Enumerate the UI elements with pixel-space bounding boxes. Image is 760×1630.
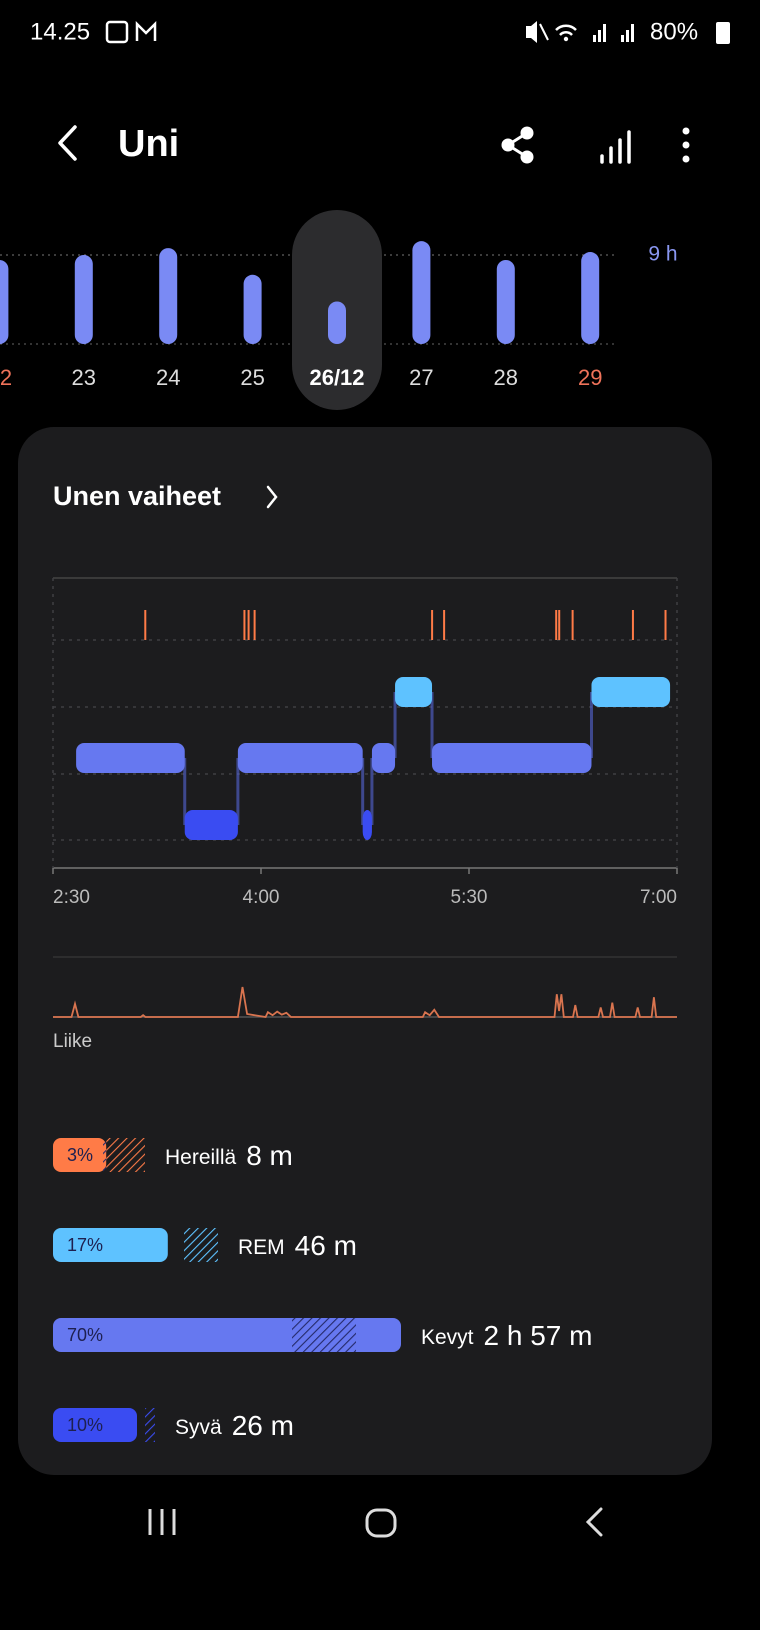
share-button[interactable] (501, 126, 534, 164)
day-label[interactable]: 29 (578, 365, 602, 390)
stage-name: Kevyt (421, 1326, 474, 1349)
card-chevron[interactable] (266, 485, 278, 509)
day-label[interactable]: 26/12 (309, 365, 364, 390)
stage-duration: 2 h 57 m (484, 1320, 593, 1351)
stage-duration: 8 m (246, 1140, 293, 1171)
stage-percent: 70% (67, 1325, 103, 1345)
awake-mark (631, 610, 634, 640)
stage-name: Hereillä (165, 1146, 237, 1169)
stage-summary: 3% Hereillä 8 m 17% REM 46 m 70% Kevyt 2 h 57 m 1… (53, 1138, 592, 1442)
week-ref-label: 9 h (648, 243, 677, 266)
range-hatch (103, 1138, 107, 1172)
stage-bar (53, 1138, 107, 1172)
stats-button[interactable] (600, 130, 631, 164)
stage-segment (432, 743, 592, 773)
day-label[interactable]: 24 (156, 365, 180, 390)
stage-label: Hereillä 8 m (165, 1140, 293, 1171)
day-label[interactable]: 27 (409, 365, 433, 390)
nav-recents[interactable] (148, 1509, 176, 1535)
stage-label: Kevyt 2 h 57 m (421, 1320, 592, 1351)
x-tick-label: 4:00 (243, 887, 280, 908)
day-label[interactable]: 25 (240, 365, 264, 390)
day-bar[interactable] (243, 274, 262, 344)
stage-segment (184, 810, 238, 840)
stage-segment (591, 677, 671, 707)
stage-segment (371, 743, 396, 773)
stage-name: REM (238, 1236, 285, 1259)
day-bar[interactable] (412, 241, 431, 344)
motion-chart (53, 986, 677, 1018)
page-title: Uni (118, 123, 179, 165)
status-battery: 80% (650, 18, 698, 45)
stage-segment (237, 743, 363, 773)
x-tick-label: 2:30 (53, 887, 90, 908)
stage-name: Syvä (175, 1416, 222, 1439)
awake-mark (558, 610, 561, 640)
day-bar[interactable] (159, 248, 178, 344)
stage-percent: 10% (67, 1415, 103, 1435)
stage-label: Syvä 26 m (175, 1410, 294, 1441)
x-tick-label: 7:00 (640, 887, 677, 908)
awake-mark (247, 610, 250, 640)
more-button[interactable] (682, 127, 690, 163)
motion-label: Liike (53, 1031, 92, 1052)
card-title[interactable]: Unen vaiheet (53, 481, 221, 511)
range-hatch (184, 1228, 218, 1262)
back-button[interactable] (58, 125, 77, 161)
card (18, 427, 712, 1475)
range-hatch (106, 1138, 145, 1172)
stage-segment (362, 810, 372, 840)
range-hatch (292, 1318, 356, 1352)
stage-percent: 17% (67, 1235, 103, 1255)
day-label[interactable]: 23 (72, 365, 96, 390)
range-hatch (145, 1408, 155, 1442)
status-icons-right (526, 21, 730, 44)
awake-mark (571, 610, 574, 640)
week-chart[interactable]: 9 h 2 23 24 25 26/12 27 28 29 (0, 210, 678, 410)
x-tick-label: 5:30 (451, 887, 488, 908)
day-bar[interactable] (74, 255, 93, 344)
stage-bar (53, 1228, 168, 1262)
stage-label: REM 46 m (238, 1230, 357, 1261)
stage-duration: 46 m (295, 1230, 357, 1261)
hypnogram: 2:30 4:00 5:30 7:00 (52, 610, 678, 908)
stage-segment (76, 743, 185, 773)
awake-mark (664, 610, 667, 640)
awake-mark (144, 610, 147, 640)
awake-mark (253, 610, 256, 640)
awake-mark (431, 610, 434, 640)
awake-mark (243, 610, 246, 640)
stage-duration: 26 m (232, 1410, 294, 1441)
motion-line (53, 986, 677, 1018)
awake-mark (555, 610, 558, 640)
hypnogram-frame (52, 577, 678, 869)
stage-percent: 3% (67, 1145, 93, 1165)
day-label[interactable]: 2 (0, 365, 12, 390)
stage-segment (395, 677, 433, 707)
day-bar[interactable] (496, 259, 515, 344)
day-label[interactable]: 28 (494, 365, 518, 390)
stage-bar (53, 1408, 137, 1442)
nav-back[interactable] (585, 1507, 603, 1537)
status-icons-left (105, 20, 157, 44)
day-bar[interactable] (328, 301, 346, 344)
day-bar[interactable] (0, 259, 9, 344)
status-time: 14.25 (30, 18, 90, 45)
nav-home[interactable] (365, 1508, 397, 1538)
day-bar[interactable] (581, 252, 600, 344)
awake-mark (443, 610, 446, 640)
